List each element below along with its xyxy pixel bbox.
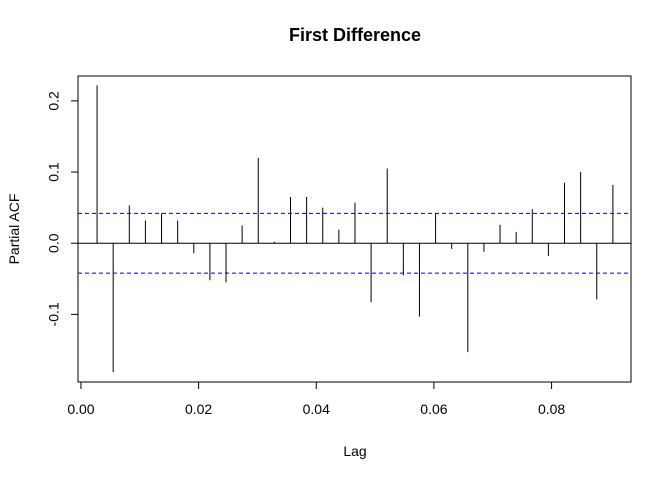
chart-title: First Difference (289, 25, 421, 45)
x-tick-label: 0.04 (303, 401, 330, 417)
pacf-bars (96, 85, 614, 373)
y-tick-label: 0.2 (46, 91, 62, 111)
x-tick-label: 0.02 (185, 401, 212, 417)
x-tick-label: 0.06 (420, 401, 447, 417)
y-axis: -0.1 0.0 0.1 0.2 (46, 91, 79, 326)
x-axis: 0.00 0.02 0.04 0.06 0.08 (67, 381, 565, 417)
y-axis-label: Partial ACF (6, 194, 22, 265)
x-tick-label: 0.00 (67, 401, 94, 417)
y-tick-label: 0.0 (46, 233, 62, 253)
x-axis-label: Lag (343, 443, 366, 459)
y-tick-label: 0.1 (46, 162, 62, 182)
y-tick-label: -0.1 (46, 302, 62, 326)
x-tick-label: 0.08 (538, 401, 565, 417)
